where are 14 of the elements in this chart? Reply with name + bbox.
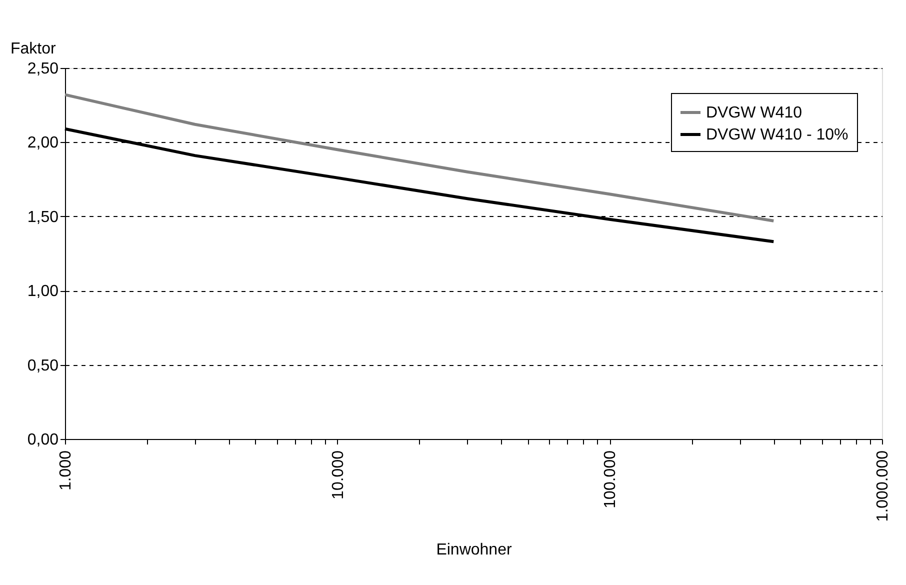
y-tick-label: 1,50 [27,208,59,226]
y-tick-label: 1,00 [27,283,59,300]
legend-label: DVGW W410 [706,104,802,122]
y-tick-label: 0,50 [27,357,59,374]
y-tick-label: 2,50 [27,60,59,78]
y-tick-label: 0,00 [27,432,59,448]
x-tick-label: 1.000 [58,450,74,491]
y-tick-label: 2,00 [27,134,59,152]
x-axis-title: Einwohner [436,542,512,559]
y-axis-title: Faktor [10,40,57,58]
x-tick-label: 10.000 [330,450,347,500]
x-tick-label: 1.000.000 [874,450,892,522]
x-tick-label: 100.000 [602,450,620,508]
legend-label: DVGW W410 - 10% [706,126,848,144]
